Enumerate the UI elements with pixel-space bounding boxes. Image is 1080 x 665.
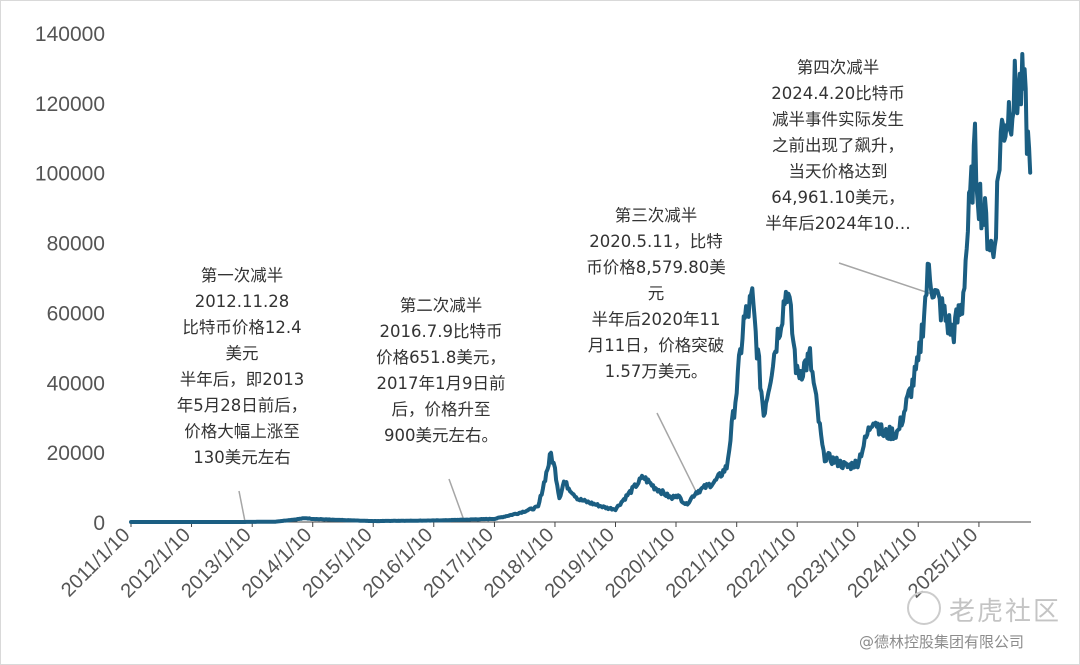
annotation-first-halving: 第一次减半 2012.11.28 比特币价格12.4 美元 半年后，即2013 …	[176, 266, 308, 467]
annotation-fourth-halving: 第四次减半 2024.4.20比特币 减半事件实际发生 之前出现了飙升， 当天价…	[765, 58, 911, 233]
copyright-text: @德林控股集团有限公司	[859, 633, 1025, 651]
annotation-second-halving: 第二次减半 2016.7.9比特币 价格651.8美元， 2017年1月9日前 …	[376, 296, 506, 445]
y-tick-label: 0	[93, 512, 105, 535]
annotation-leader-line	[448, 478, 465, 520]
annotation-leader-line	[238, 490, 246, 523]
y-tick-label: 20000	[47, 442, 105, 465]
y-tick-label: 40000	[47, 372, 105, 395]
watermark-text: 老虎社区	[949, 597, 1062, 627]
y-tick-label: 100000	[35, 163, 105, 186]
y-tick-label: 120000	[35, 93, 105, 116]
annotation-third-halving: 第三次减半 2020.5.11，比特 币价格8,579.80美 元 半年后202…	[586, 206, 726, 381]
y-tick-label: 60000	[47, 302, 105, 325]
annotation-leader-line	[656, 412, 697, 493]
annotation-leader-line	[838, 262, 936, 296]
tiger-logo-icon	[907, 591, 941, 625]
y-tick-label: 140000	[35, 23, 105, 46]
price-series-line	[129, 52, 1033, 524]
y-tick-label: 80000	[47, 233, 105, 256]
